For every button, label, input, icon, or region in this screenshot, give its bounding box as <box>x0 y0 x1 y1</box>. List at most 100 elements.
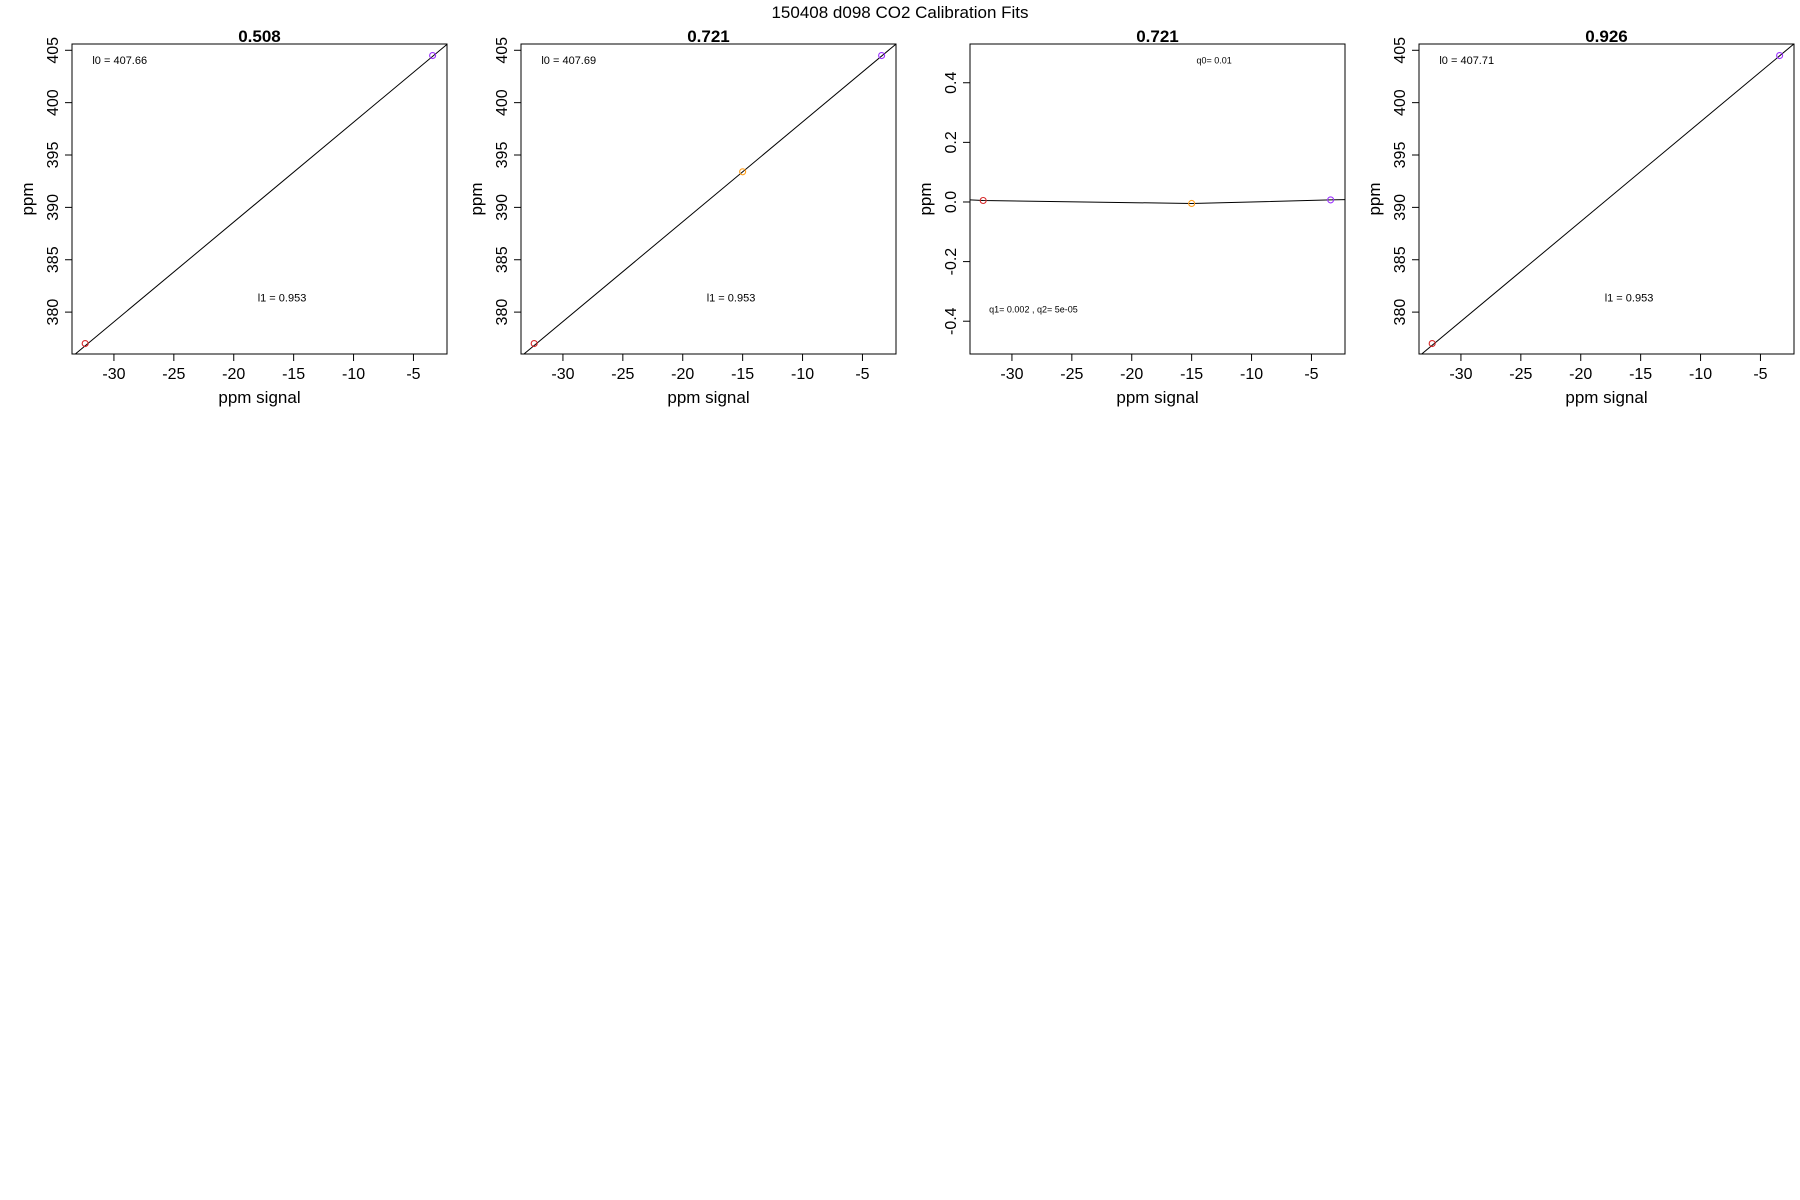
fit-line <box>523 44 896 354</box>
y-tick-label: 395 <box>1392 142 1409 169</box>
x-tick-label: -15 <box>1629 366 1652 383</box>
x-tick-label: -20 <box>671 366 694 383</box>
y-tick-label: 390 <box>45 194 62 221</box>
x-tick-label: -15 <box>731 366 754 383</box>
x-tick-label: -30 <box>551 366 574 383</box>
y-tick-label: 405 <box>494 37 511 64</box>
fit-group <box>970 199 1345 205</box>
fit-line <box>1420 44 1794 354</box>
y-tick-label: 390 <box>494 194 511 221</box>
fit-curve <box>970 199 1345 205</box>
x-tick-label: -5 <box>1304 366 1318 383</box>
y-tick-label: 385 <box>1392 246 1409 273</box>
x-tick-label: -30 <box>1449 366 1472 383</box>
y-tick-label: 390 <box>1392 194 1409 221</box>
x-tick-label: -5 <box>1753 366 1767 383</box>
x-axis-label: ppm signal <box>1116 388 1198 407</box>
x-tick-label: -10 <box>342 366 365 383</box>
y-axis-label: ppm <box>467 182 486 215</box>
x-axis: -30 -25 -20 -15 -10 -5 <box>551 353 870 383</box>
x-tick-label: -15 <box>1180 366 1203 383</box>
x-tick-label: -25 <box>611 366 634 383</box>
fit-group <box>1420 44 1794 354</box>
y-axis: 380 385 390 395 400 405 <box>494 37 522 326</box>
x-axis: -30 -25 -20 -15 -10 -5 <box>1449 353 1768 383</box>
x-tick-label: -5 <box>855 366 869 383</box>
data-point <box>979 196 987 205</box>
panel-3: 0.721 -30 -25 -20 -15 -10 -5 ppm signal -0.4 -0.2… <box>916 27 1346 407</box>
y-tick-label: 0.2 <box>943 131 960 153</box>
data-point <box>1776 51 1784 60</box>
x-tick-label: -25 <box>162 366 185 383</box>
x-axis: -30 -25 -20 -15 -10 -5 <box>1000 353 1319 383</box>
x-tick-label: -30 <box>1000 366 1023 383</box>
x-axis: -30 -25 -20 -15 -10 -5 <box>102 353 421 383</box>
x-tick-label: -25 <box>1060 366 1083 383</box>
panel-4: 0.926 -30 -25 -20 -15 -10 -5 ppm signal 380 385 39… <box>1365 27 1795 407</box>
y-tick-label: 395 <box>494 142 511 169</box>
x-tick-label: -5 <box>406 366 420 383</box>
x-tick-label: -30 <box>102 366 125 383</box>
fit-annotation: q0= 0.01 <box>1196 55 1231 65</box>
y-tick-label: 385 <box>494 246 511 273</box>
y-tick-label: 385 <box>45 246 62 273</box>
x-tick-label: -20 <box>1569 366 1592 383</box>
data-point <box>878 51 886 60</box>
y-tick-label: 380 <box>1392 299 1409 326</box>
data-point <box>429 51 437 60</box>
fit-annotation: l1 = 0.953 <box>707 293 756 305</box>
data-point <box>81 339 89 348</box>
panel-title: 0.721 <box>1136 27 1179 46</box>
fit-annotation: l1 = 0.953 <box>258 293 307 305</box>
y-tick-label: -0.2 <box>943 248 960 276</box>
panel-1: 0.508 -30 -25 -20 -15 -10 -5 ppm signal 380 385 39… <box>18 27 448 407</box>
y-tick-label: 395 <box>45 142 62 169</box>
y-axis: -0.4 -0.2 0.0 0.2 0.4 <box>943 72 971 335</box>
y-axis: 380 385 390 395 400 405 <box>1392 37 1420 326</box>
y-axis: 380 385 390 395 400 405 <box>45 37 73 326</box>
x-axis-label: ppm signal <box>1565 388 1647 407</box>
fit-line <box>74 44 447 354</box>
fit-annotation: q1= 0.002 , q2= 5e-05 <box>989 304 1078 314</box>
data-point <box>530 339 538 348</box>
y-tick-label: 400 <box>1392 89 1409 116</box>
y-tick-label: 405 <box>45 37 62 64</box>
fit-group <box>523 44 896 354</box>
x-tick-label: -10 <box>1689 366 1712 383</box>
y-tick-label: 0.0 <box>943 191 960 213</box>
fit-group <box>74 44 447 354</box>
x-tick-label: -10 <box>791 366 814 383</box>
figure-title: 150408 d098 CO2 Calibration Fits <box>771 3 1028 22</box>
x-tick-label: -20 <box>222 366 245 383</box>
panel-2: 0.721 -30 -25 -20 -15 -10 -5 ppm signal 380 385 39… <box>467 27 897 407</box>
x-tick-label: -20 <box>1120 366 1143 383</box>
y-axis-label: ppm <box>916 182 935 215</box>
data-point <box>739 168 747 176</box>
data-point <box>1188 199 1196 208</box>
y-tick-label: 380 <box>45 299 62 326</box>
panel-title: 0.508 <box>238 27 281 46</box>
y-tick-label: 400 <box>494 89 511 116</box>
y-axis-label: ppm <box>18 182 37 215</box>
fit-annotation: l0 = 407.69 <box>541 55 596 67</box>
fit-annotation: l0 = 407.66 <box>92 55 147 67</box>
y-tick-label: 405 <box>1392 37 1409 64</box>
y-tick-label: -0.4 <box>943 307 960 335</box>
data-point <box>1327 196 1335 204</box>
x-axis-label: ppm signal <box>218 388 300 407</box>
data-point <box>1428 339 1436 348</box>
y-tick-label: 0.4 <box>943 72 960 94</box>
y-tick-label: 400 <box>45 89 62 116</box>
y-tick-label: 380 <box>494 299 511 326</box>
x-axis-label: ppm signal <box>667 388 749 407</box>
x-tick-label: -15 <box>282 366 305 383</box>
x-tick-label: -10 <box>1240 366 1263 383</box>
x-tick-label: -25 <box>1509 366 1532 383</box>
y-axis-label: ppm <box>1365 182 1384 215</box>
fit-annotation: l1 = 0.953 <box>1605 293 1654 305</box>
fit-annotation: l0 = 407.71 <box>1439 55 1494 67</box>
panel-title: 0.926 <box>1585 27 1628 46</box>
